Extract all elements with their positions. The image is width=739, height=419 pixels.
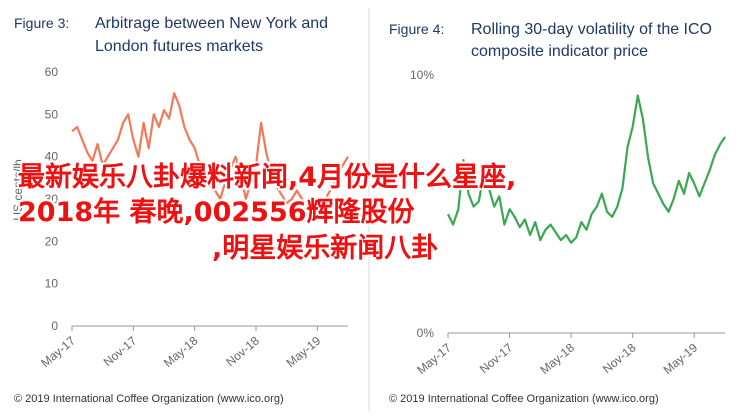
figure-3-title-line-2: London futures markets [95, 38, 263, 55]
figure-4-label: Figure 4: [389, 21, 444, 37]
y-tick-label: 40 [45, 150, 59, 164]
overlay-text-line-3: ,明星娱乐新闻八卦 [212, 233, 439, 264]
y-tick-label: 0% [417, 326, 435, 340]
y-tick-label: 50 [45, 107, 59, 121]
y-tick-label: 20 [45, 234, 59, 248]
y-tick-label: 10 [45, 277, 59, 291]
figure-3-y-axis-label: US cents/lb [11, 159, 25, 221]
figure-3-label: Figure 3: [14, 15, 69, 31]
figure-4-series-line [447, 94, 726, 244]
y-tick-label: 60 [45, 65, 59, 79]
overlay-text-line-2: 2018年 春晚,002556辉隆股份 [18, 197, 415, 228]
figure-3-credit: © 2019 International Coffee Organization… [14, 393, 284, 405]
y-tick-label: 0 [51, 319, 58, 333]
y-tick-label: 30 [45, 192, 59, 206]
figure-4-title-line-1: Rolling 30-day volatility of the ICO [471, 21, 712, 38]
figure-4-y-ticks: 0% 10% [410, 68, 434, 340]
figure-3-y-ticks: 0 10 20 30 40 50 60 [45, 65, 59, 333]
figure-4-title-line-2: composite indicator price [471, 43, 648, 60]
figure-3-title-line-1: Arbitrage between New York and [95, 15, 328, 32]
overlay-text-line-1: 最新娱乐八卦爆料新闻,4月份是什么星座, [18, 162, 517, 193]
figure-4-credit: © 2019 International Coffee Organization… [389, 393, 659, 405]
y-tick-label: 10% [410, 68, 434, 82]
figure-3-series-line [71, 92, 349, 222]
